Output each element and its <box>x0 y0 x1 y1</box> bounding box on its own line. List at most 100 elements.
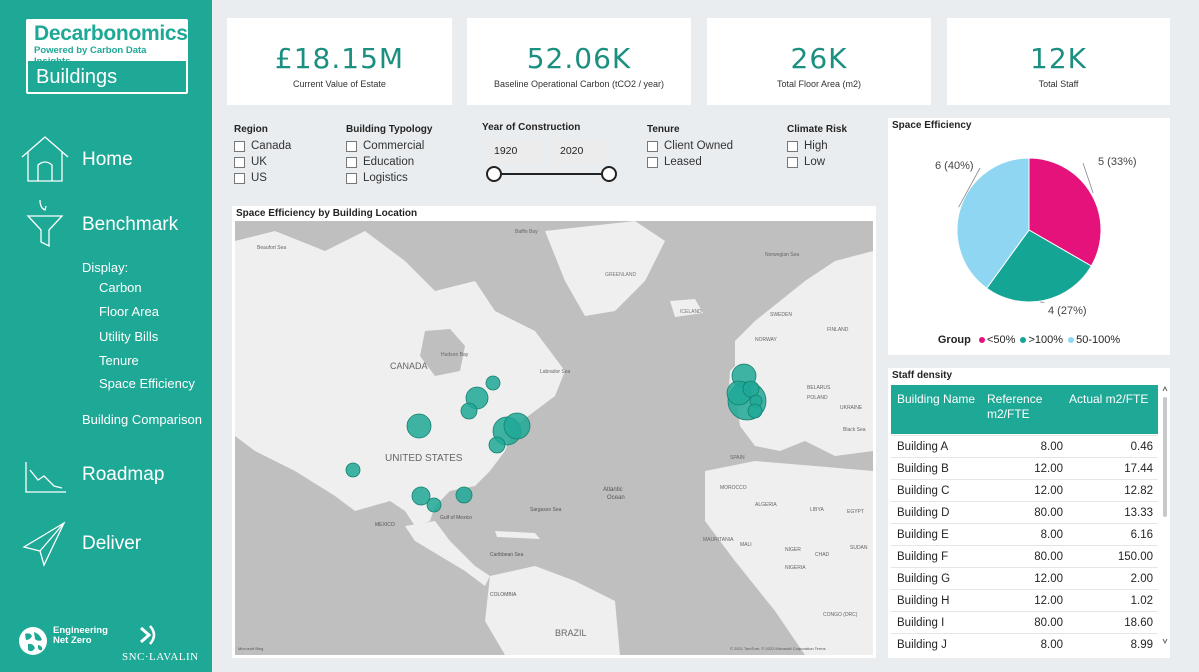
scroll-down-icon[interactable] <box>1162 637 1168 645</box>
map-label: SWEDEN <box>770 312 792 318</box>
checkbox[interactable] <box>346 172 357 184</box>
legend-item-mid[interactable]: 50-100% <box>1076 334 1121 346</box>
checkbox[interactable] <box>787 140 798 152</box>
map-label: Norwegian Sea <box>765 252 799 258</box>
display-carbon[interactable]: Carbon <box>99 280 142 295</box>
table-row[interactable]: Building D 80.00 13.33 <box>891 501 1158 523</box>
scroll-thumb[interactable] <box>1163 397 1167 517</box>
header-actual[interactable]: Actual m2/FTE <box>1069 392 1149 406</box>
checkbox[interactable] <box>647 156 658 168</box>
table-row[interactable]: Building A 8.00 0.46 <box>891 435 1158 457</box>
pie-data-label: 4 (27%) <box>1048 305 1087 317</box>
typology-filter-title: Building Typology <box>346 124 433 135</box>
building-bubble[interactable] <box>455 486 473 504</box>
building-bubble[interactable] <box>503 412 531 440</box>
building-bubble[interactable] <box>345 462 361 478</box>
cell-actual: 2.00 <box>1130 573 1153 585</box>
nav-home[interactable]: Home <box>18 133 133 187</box>
display-space-efficiency[interactable]: Space Efficiency <box>99 376 195 391</box>
option-label: Logistics <box>363 172 408 184</box>
year-slider-min-handle[interactable] <box>486 166 502 182</box>
trend-down-icon <box>25 462 66 493</box>
space-efficiency-pie-chart[interactable]: 5 (33%) 4 (27%) 6 (40%) <box>888 118 1170 332</box>
enz-line1: Engineering <box>53 625 108 636</box>
building-comparison-link[interactable]: Building Comparison <box>82 412 202 427</box>
building-bubble[interactable] <box>742 380 760 398</box>
building-bubble[interactable] <box>460 402 478 420</box>
legend-item-gt100[interactable]: >100% <box>1028 334 1064 346</box>
cell-reference: 8.00 <box>1040 639 1063 651</box>
snc-lavalin-logo: SNC·LAVALIN <box>122 651 199 663</box>
tenure-option-client-owned[interactable]: Client Owned <box>647 138 733 154</box>
option-label: Low <box>804 156 826 168</box>
cell-building-name: Building I <box>897 617 945 629</box>
checkbox[interactable] <box>234 140 245 152</box>
display-utility-bills[interactable]: Utility Bills <box>99 329 159 344</box>
map-label: ICELAND <box>680 309 702 315</box>
typology-option-commercial[interactable]: Commercial <box>346 138 432 154</box>
table-row[interactable]: Building B 12.00 17.44 <box>891 457 1158 479</box>
nav-roadmap[interactable]: Roadmap <box>18 448 164 502</box>
table-row[interactable]: Building J 8.00 8.99 <box>891 633 1158 655</box>
building-bubble[interactable] <box>747 403 763 419</box>
brand-logo[interactable]: Decarbonomics Powered by Carbon Data Ins… <box>26 19 188 94</box>
typology-option-education[interactable]: Education <box>346 154 432 170</box>
header-reference[interactable]: Reference m2/FTE <box>987 392 1043 421</box>
map-label: CANADA <box>390 361 428 371</box>
legend-item-lt50[interactable]: <50% <box>986 334 1016 346</box>
map-copyright[interactable]: © 2021 TomTom, © 2022 Microsoft Corporat… <box>730 646 826 651</box>
building-bubble[interactable] <box>426 497 442 513</box>
scroll-up-icon[interactable] <box>1162 385 1168 393</box>
kpi-label: Total Staff <box>1038 79 1079 89</box>
table-row[interactable]: Building G 12.00 2.00 <box>891 567 1158 589</box>
display-floor-area[interactable]: Floor Area <box>99 304 159 319</box>
typology-option-logistics[interactable]: Logistics <box>346 170 432 186</box>
nav-deliver[interactable]: Deliver <box>18 517 141 571</box>
building-bubble[interactable] <box>485 375 501 391</box>
pie-slice[interactable] <box>956 157 1030 289</box>
year-max-input[interactable]: 2020 <box>552 139 610 165</box>
building-location-map[interactable]: Beaufort Sea Baffin Bay GREENLAND Norweg… <box>235 221 873 655</box>
map-label: MALI <box>740 542 752 548</box>
pie-slice[interactable] <box>985 229 1093 303</box>
checkbox[interactable] <box>346 156 357 168</box>
table-row[interactable]: Building E 8.00 6.16 <box>891 523 1158 545</box>
pie-slice[interactable] <box>1028 157 1102 267</box>
year-slider-track[interactable] <box>494 173 610 175</box>
building-bubble[interactable] <box>488 436 506 454</box>
map-label: POLAND <box>807 395 828 401</box>
map-land-south-america <box>485 566 620 655</box>
legend-title: Group <box>937 334 971 346</box>
checkbox[interactable] <box>346 140 357 152</box>
map-label: NORWAY <box>755 337 778 343</box>
map-label: NIGER <box>785 547 801 553</box>
table-row[interactable]: Building F 80.00 150.00 <box>891 545 1158 567</box>
year-min-input[interactable]: 1920 <box>486 139 544 165</box>
region-option-uk[interactable]: UK <box>234 154 291 170</box>
map-label: Baffin Bay <box>515 229 538 235</box>
region-option-canada[interactable]: Canada <box>234 138 291 154</box>
cell-building-name: Building E <box>897 529 949 541</box>
checkbox[interactable] <box>787 156 798 168</box>
header-building-name[interactable]: Building Name <box>897 392 976 406</box>
map-bing-attribution: Microsoft Bing <box>238 646 263 651</box>
table-row[interactable]: Building H 12.00 1.02 <box>891 589 1158 611</box>
staff-table-scrollbar[interactable] <box>1162 385 1168 657</box>
tenure-option-leased[interactable]: Leased <box>647 154 733 170</box>
checkbox[interactable] <box>234 156 245 168</box>
building-bubble[interactable] <box>406 413 432 439</box>
display-tenure[interactable]: Tenure <box>99 353 139 368</box>
table-row[interactable]: Building I 80.00 18.60 <box>891 611 1158 633</box>
nav-benchmark[interactable]: Benchmark <box>18 198 178 252</box>
year-slider-max-handle[interactable] <box>601 166 617 182</box>
cell-actual: 0.46 <box>1130 441 1153 453</box>
kpi-value: 26K <box>790 42 848 75</box>
building-bubble[interactable] <box>411 486 431 506</box>
table-row[interactable]: Building C 12.00 12.82 <box>891 479 1158 501</box>
map-label: CHAD <box>815 552 830 558</box>
checkbox[interactable] <box>647 140 658 152</box>
region-option-us[interactable]: US <box>234 170 291 186</box>
climate-option-low[interactable]: Low <box>787 154 847 170</box>
checkbox[interactable] <box>234 172 245 184</box>
climate-option-high[interactable]: High <box>787 138 847 154</box>
